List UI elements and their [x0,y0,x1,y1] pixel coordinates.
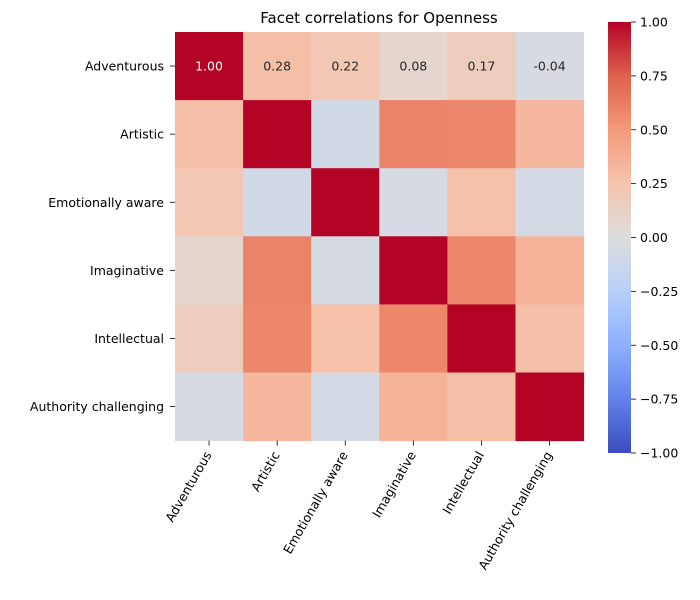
colorbar-tick-label: −0.50 [640,338,678,353]
heatmap-cell-4-3 [379,304,448,373]
cell-annotation: 0.28 [263,59,291,74]
heatmap-cell-2-2 [311,168,380,237]
colorbar-tick-label: −1.00 [640,446,678,461]
y-tick-label: Authority challenging [30,399,164,414]
x-tick-label: Artistic [248,448,283,494]
heatmap-cell-0-1 [243,32,312,101]
chart-title: Facet correlations for Openness [260,9,498,27]
x-tick-label: Authority challenging [475,449,555,573]
heatmap-cell-4-4 [447,304,516,373]
heatmap-cell-1-4 [447,100,516,169]
y-tick-label: Emotionally aware [48,195,164,210]
x-tick-label: Adventurous [162,449,215,525]
heatmap-cell-4-2 [311,304,380,373]
colorbar-ticks: 1.00 0.75 0.50 0.25 0.00 −0.25 −0.50 −0.75 −1.00 [631,15,678,461]
heatmap-cell-3-3 [379,236,448,305]
y-axis-ticks: Adventurous Artistic Emotionally aware Imag… [30,59,175,414]
heatmap-cell-3-2 [311,236,380,305]
x-tick-label: Imaginative [369,448,419,520]
heatmap-cell-2-0 [175,168,244,237]
heatmap-cell-1-0 [175,100,244,169]
heatmap-cell-2-4 [447,168,516,237]
heatmap-cell-4-5 [515,304,585,373]
cell-annotation: -0.04 [533,59,565,74]
heatmap-cell-5-3 [379,372,448,442]
y-tick-label: Intellectual [94,331,164,346]
colorbar [608,22,631,453]
heatmap-cell-4-0 [175,304,244,373]
heatmap-cell-3-5 [515,236,585,305]
heatmap-cell-5-4 [447,372,516,442]
heatmap-cell-5-5 [515,372,585,442]
heatmap-cell-2-1 [243,168,312,237]
y-tick-label: Imaginative [90,263,164,278]
colorbar-tick-label: 0.50 [640,122,668,137]
heatmap-cell-2-3 [379,168,448,237]
heatmap-cell-5-0 [175,372,244,442]
colorbar-tick-label: 0.75 [640,68,668,83]
heatmap-cell-3-4 [447,236,516,305]
heatmap-cell-2-5 [515,168,585,237]
colorbar-tick-label: 1.00 [640,15,668,30]
colorbar-tick-label: −0.75 [640,392,678,407]
heatmap-cell-0-0 [175,32,244,101]
heatmap-cell-1-2 [311,100,380,169]
colorbar-tick-label: −0.25 [640,284,678,299]
x-tick-label: Emotionally aware [280,448,351,556]
heatmap-cell-5-1 [243,372,312,442]
cell-annotation: 0.08 [399,59,427,74]
y-tick-label: Artistic [120,127,164,142]
x-tick-label: Intellectual [439,449,487,517]
heatmap-cell-3-0 [175,236,244,305]
heatmap-annotations: 1.00 0.28 0.22 0.08 0.17 -0.04 [195,59,566,74]
heatmap-cell-0-5 [515,32,585,101]
colorbar-tick-label: 0.00 [640,230,668,245]
colorbar-tick-label: 0.25 [640,176,668,191]
heatmap-cell-1-3 [379,100,448,169]
heatmap-cell-3-1 [243,236,312,305]
heatmap-cells [175,32,585,442]
heatmap-cell-1-1 [243,100,312,169]
heatmap-cell-0-3 [379,32,448,101]
y-tick-label: Adventurous [85,59,164,74]
heatmap-cell-5-2 [311,372,380,442]
heatmap-cell-0-2 [311,32,380,101]
cell-annotation: 1.00 [195,59,223,74]
heatmap-cell-1-5 [515,100,585,169]
cell-annotation: 0.22 [331,59,359,74]
heatmap-cell-4-1 [243,304,312,373]
cell-annotation: 0.17 [468,59,496,74]
heatmap-cell-0-4 [447,32,516,101]
